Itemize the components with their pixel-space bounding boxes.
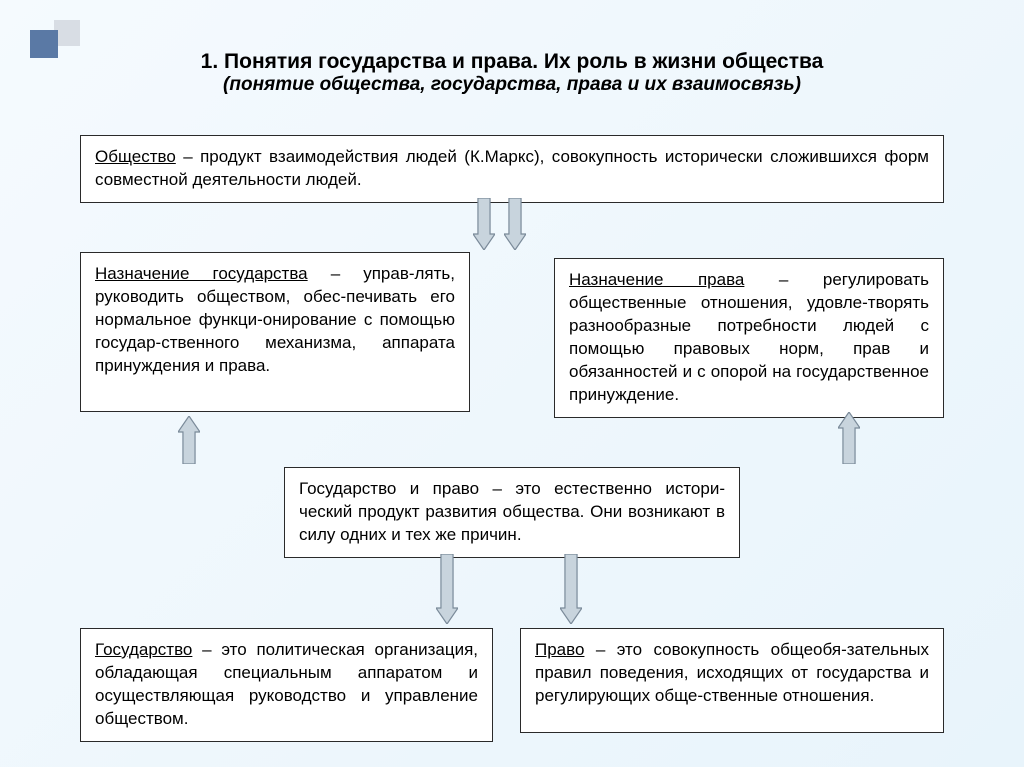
term-state-def: Государство [95, 640, 192, 659]
box-law-purpose: Назначение права – регулировать обществе… [554, 258, 944, 418]
arrow-down-icon [560, 554, 582, 624]
term-state-purpose: Назначение государства [95, 264, 308, 283]
box-society: Общество – продукт взаимодействия людей … [80, 135, 944, 203]
arrow-down-icon [504, 198, 526, 250]
term-law-def: Право [535, 640, 584, 659]
slide-title-block: 1. Понятия государства и права. Их роль … [0, 50, 1024, 96]
arrow-up-icon [838, 412, 860, 464]
box-state-purpose: Назначение государства – управ-лять, рук… [80, 252, 470, 412]
text-society: – продукт взаимодействия людей (К.Маркс)… [95, 147, 929, 189]
box-middle: Государство и право – это естественно ис… [284, 467, 740, 558]
term-society: Общество [95, 147, 176, 166]
box-state-def: Государство – это политическая организац… [80, 628, 493, 742]
title-main: 1. Понятия государства и права. Их роль … [0, 50, 1024, 74]
arrow-up-icon [178, 416, 200, 464]
term-law-purpose: Назначение права [569, 270, 744, 289]
box-law-def: Право – это совокупность общеобя-зательн… [520, 628, 944, 733]
arrow-down-icon [473, 198, 495, 250]
title-sub: (понятие общества, государства, права и … [0, 74, 1024, 96]
text-middle: Государство и право – это естественно ис… [299, 479, 725, 544]
arrow-down-icon [436, 554, 458, 624]
text-law-purpose: – регулировать общественные отношения, у… [569, 270, 929, 404]
text-law-def: – это совокупность общеобя-зательных пра… [535, 640, 929, 705]
